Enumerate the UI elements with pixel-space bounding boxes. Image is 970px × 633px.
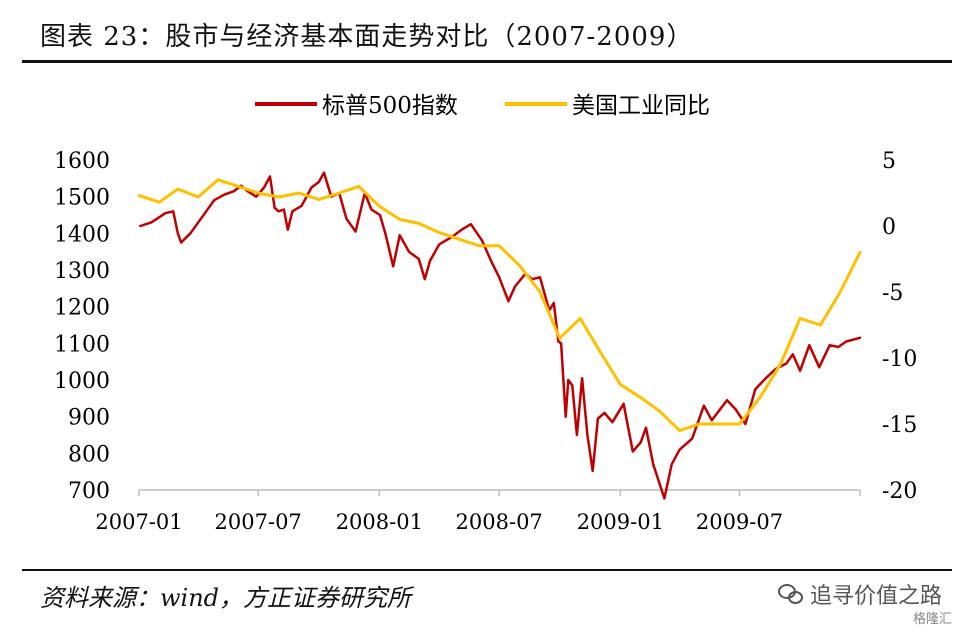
page-title: 图表 23：股市与经济基本面走势对比（2007-2009） <box>40 22 694 52</box>
y-left-tick-label: 1400 <box>54 222 110 247</box>
y-left-tick-label: 1600 <box>54 149 110 174</box>
y-axis-right: 5 0 -5 -10 -15 -20 <box>882 149 917 504</box>
x-tick-label: 2008-07 <box>456 510 543 534</box>
y-left-tick-label: 1000 <box>54 369 110 394</box>
legend-label-indprod: 美国工业同比 <box>572 93 710 119</box>
y-right-tick-label: 0 <box>882 215 896 240</box>
y-right-tick-label: -15 <box>882 413 917 438</box>
watermark-sub: 格隆汇 <box>912 612 952 627</box>
title-rule <box>22 60 952 63</box>
y-left-tick-label: 900 <box>68 406 110 431</box>
x-tick-label: 2007-01 <box>95 510 182 534</box>
y-left-tick-label: 800 <box>68 442 110 467</box>
watermark-text: 追寻价值之路 <box>809 584 942 609</box>
watermark: 追寻价值之路 <box>777 578 942 610</box>
y-left-tick-label: 700 <box>68 479 110 504</box>
y-right-tick-label: -5 <box>882 281 903 306</box>
series-line-indprod <box>137 178 862 433</box>
y-right-tick-label: -20 <box>882 479 917 504</box>
plot-area <box>137 171 862 500</box>
wechat-icon <box>777 584 804 604</box>
y-axis-left: 1600 1500 1400 1300 1200 1100 1000 900 800 700 <box>54 149 110 504</box>
x-axis-ticks: 2007-01 2007-07 2008-01 2008-07 2009-01 2009-… <box>95 490 861 534</box>
x-tick-label: 2009-07 <box>696 510 783 534</box>
y-left-tick-label: 1300 <box>54 259 110 284</box>
y-left-tick-label: 1200 <box>54 296 110 321</box>
footer-rule <box>22 569 952 571</box>
source-note: 资料来源：wind，方正证券研究所 <box>40 584 412 612</box>
x-tick-label: 2008-01 <box>336 510 423 534</box>
y-left-tick-label: 1100 <box>54 332 110 357</box>
x-tick-label: 2007-07 <box>215 510 302 534</box>
y-right-tick-label: 5 <box>882 149 896 174</box>
x-tick-label: 2009-01 <box>577 510 664 534</box>
series-line-sp500 <box>139 171 862 500</box>
legend-label-sp500: 标普500指数 <box>322 93 458 119</box>
y-left-tick-label: 1500 <box>54 186 110 211</box>
legend: 标普500指数 美国工业同比 <box>255 93 710 119</box>
y-right-tick-label: -10 <box>882 347 917 372</box>
